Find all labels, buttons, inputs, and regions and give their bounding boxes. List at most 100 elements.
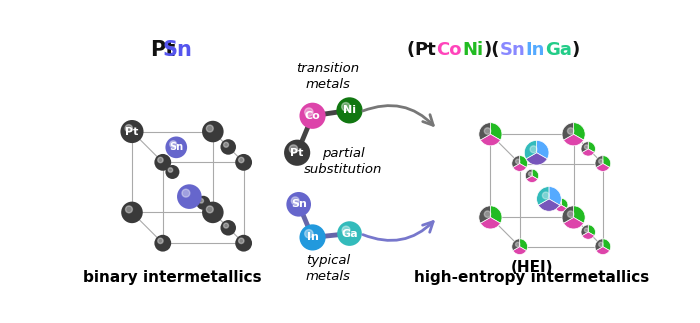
Circle shape xyxy=(300,103,326,129)
Circle shape xyxy=(289,145,298,153)
Circle shape xyxy=(598,159,603,163)
Text: In: In xyxy=(307,233,319,243)
Circle shape xyxy=(304,108,313,116)
Text: ): ) xyxy=(572,41,580,58)
Circle shape xyxy=(158,238,163,244)
Circle shape xyxy=(155,235,172,252)
Circle shape xyxy=(168,168,173,172)
Circle shape xyxy=(584,145,589,149)
Circle shape xyxy=(165,137,187,158)
Circle shape xyxy=(558,201,561,205)
Wedge shape xyxy=(549,187,561,205)
Circle shape xyxy=(515,159,520,163)
Circle shape xyxy=(125,125,132,132)
Wedge shape xyxy=(519,156,528,167)
Text: (HEI): (HEI) xyxy=(511,260,553,275)
Wedge shape xyxy=(564,134,584,146)
Wedge shape xyxy=(512,156,519,167)
Circle shape xyxy=(530,146,537,153)
Circle shape xyxy=(202,121,223,142)
Wedge shape xyxy=(479,123,491,140)
Wedge shape xyxy=(512,239,519,251)
Circle shape xyxy=(542,192,550,199)
Wedge shape xyxy=(524,141,537,159)
Text: Sn: Sn xyxy=(290,199,307,209)
Wedge shape xyxy=(596,247,610,255)
Wedge shape xyxy=(573,206,585,223)
Text: Sn: Sn xyxy=(500,41,526,58)
Text: partial
substitution: partial substitution xyxy=(304,148,382,176)
Circle shape xyxy=(337,97,363,123)
Text: Pt: Pt xyxy=(150,39,175,59)
Text: typical
metals: typical metals xyxy=(305,254,351,283)
Text: Pt: Pt xyxy=(125,127,139,137)
Circle shape xyxy=(235,154,252,171)
Text: Pt: Pt xyxy=(414,41,437,58)
Text: high-entropy intermetallics: high-entropy intermetallics xyxy=(414,270,650,285)
Circle shape xyxy=(220,139,236,155)
Wedge shape xyxy=(554,198,561,208)
Wedge shape xyxy=(595,156,603,167)
Text: transition
metals: transition metals xyxy=(296,62,360,91)
Text: Co: Co xyxy=(304,111,321,121)
Wedge shape xyxy=(603,239,610,251)
Wedge shape xyxy=(537,187,549,205)
Circle shape xyxy=(182,189,190,197)
Wedge shape xyxy=(582,232,594,239)
Text: In: In xyxy=(526,41,545,58)
Wedge shape xyxy=(588,225,596,236)
Circle shape xyxy=(568,211,574,217)
Circle shape xyxy=(120,120,144,143)
Wedge shape xyxy=(596,163,610,172)
Wedge shape xyxy=(537,141,549,159)
Wedge shape xyxy=(603,156,610,167)
Text: Ga: Ga xyxy=(341,229,358,239)
Text: binary intermetallics: binary intermetallics xyxy=(83,270,262,285)
Circle shape xyxy=(515,242,520,247)
Circle shape xyxy=(165,165,179,179)
Circle shape xyxy=(584,228,589,232)
Circle shape xyxy=(286,192,311,217)
Circle shape xyxy=(342,102,350,111)
Circle shape xyxy=(235,235,252,252)
Wedge shape xyxy=(581,225,588,236)
Wedge shape xyxy=(513,163,526,172)
Circle shape xyxy=(223,223,228,228)
Circle shape xyxy=(177,184,202,209)
Circle shape xyxy=(239,238,244,244)
Wedge shape xyxy=(564,217,584,229)
Wedge shape xyxy=(538,199,559,211)
Wedge shape xyxy=(562,123,573,140)
Circle shape xyxy=(598,242,603,247)
Wedge shape xyxy=(532,169,539,179)
Circle shape xyxy=(528,172,532,176)
Text: Ni: Ni xyxy=(343,105,356,115)
Wedge shape xyxy=(582,149,594,156)
Text: Sn: Sn xyxy=(169,142,183,152)
Circle shape xyxy=(121,202,143,223)
Circle shape xyxy=(568,128,574,134)
Wedge shape xyxy=(595,239,603,251)
Circle shape xyxy=(206,206,214,213)
Circle shape xyxy=(202,202,223,223)
Circle shape xyxy=(155,154,172,171)
Wedge shape xyxy=(588,142,596,152)
Wedge shape xyxy=(573,123,585,140)
Circle shape xyxy=(220,220,236,235)
Circle shape xyxy=(196,196,210,210)
Text: Pt: Pt xyxy=(290,148,304,158)
Circle shape xyxy=(304,230,313,238)
Wedge shape xyxy=(491,123,502,140)
Text: Ga: Ga xyxy=(545,41,572,58)
Text: Sn: Sn xyxy=(163,39,193,59)
Circle shape xyxy=(125,206,132,213)
Circle shape xyxy=(342,226,350,234)
Circle shape xyxy=(284,140,310,166)
Text: Ni: Ni xyxy=(462,41,483,58)
Circle shape xyxy=(170,141,176,148)
Circle shape xyxy=(199,199,204,203)
Wedge shape xyxy=(513,247,526,255)
Text: )(: )( xyxy=(483,41,500,58)
Wedge shape xyxy=(581,142,588,152)
Wedge shape xyxy=(480,217,500,229)
